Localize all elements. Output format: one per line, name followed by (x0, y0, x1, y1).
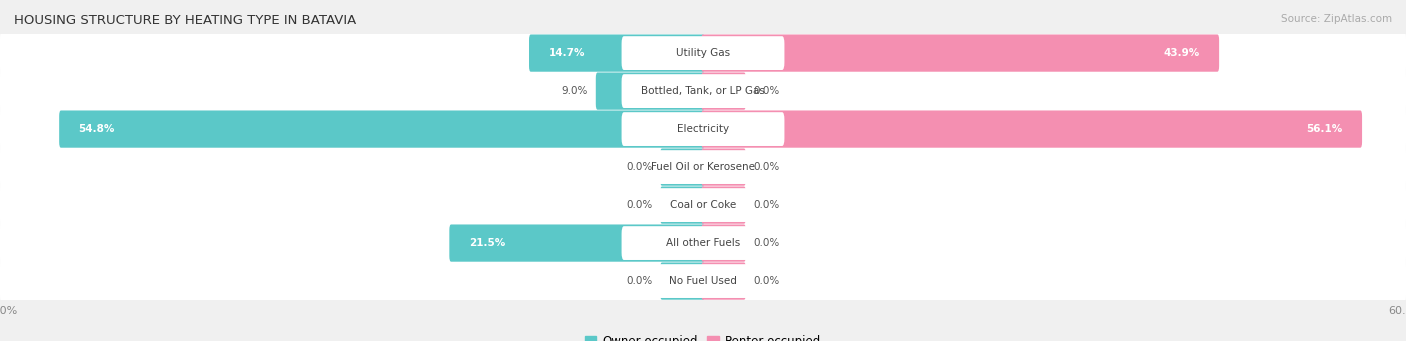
Text: 0.0%: 0.0% (754, 238, 780, 248)
FancyBboxPatch shape (702, 224, 745, 262)
Text: Coal or Coke: Coal or Coke (669, 200, 737, 210)
Text: HOUSING STRUCTURE BY HEATING TYPE IN BATAVIA: HOUSING STRUCTURE BY HEATING TYPE IN BAT… (14, 14, 356, 27)
Text: 56.1%: 56.1% (1306, 124, 1343, 134)
FancyBboxPatch shape (702, 263, 745, 300)
FancyBboxPatch shape (621, 264, 785, 298)
Text: Fuel Oil or Kerosene: Fuel Oil or Kerosene (651, 162, 755, 172)
Text: Electricity: Electricity (676, 124, 730, 134)
FancyBboxPatch shape (702, 73, 745, 110)
FancyBboxPatch shape (621, 36, 785, 70)
FancyBboxPatch shape (450, 224, 704, 262)
FancyBboxPatch shape (0, 104, 1406, 154)
FancyBboxPatch shape (661, 187, 704, 224)
Text: Source: ZipAtlas.com: Source: ZipAtlas.com (1281, 14, 1392, 24)
FancyBboxPatch shape (702, 148, 745, 186)
FancyBboxPatch shape (529, 34, 704, 72)
FancyBboxPatch shape (702, 110, 1362, 148)
FancyBboxPatch shape (0, 256, 1406, 306)
FancyBboxPatch shape (621, 188, 785, 222)
Text: 54.8%: 54.8% (79, 124, 115, 134)
FancyBboxPatch shape (661, 148, 704, 186)
Text: All other Fuels: All other Fuels (666, 238, 740, 248)
FancyBboxPatch shape (702, 34, 1219, 72)
FancyBboxPatch shape (0, 66, 1406, 116)
Text: 0.0%: 0.0% (754, 200, 780, 210)
Text: 0.0%: 0.0% (754, 162, 780, 172)
FancyBboxPatch shape (0, 28, 1406, 78)
FancyBboxPatch shape (59, 110, 704, 148)
Text: 14.7%: 14.7% (548, 48, 585, 58)
Text: 0.0%: 0.0% (626, 200, 652, 210)
FancyBboxPatch shape (621, 112, 785, 146)
Text: Utility Gas: Utility Gas (676, 48, 730, 58)
Text: 0.0%: 0.0% (626, 162, 652, 172)
Legend: Owner-occupied, Renter-occupied: Owner-occupied, Renter-occupied (579, 330, 827, 341)
Text: 9.0%: 9.0% (562, 86, 588, 96)
FancyBboxPatch shape (661, 263, 704, 300)
Text: 21.5%: 21.5% (468, 238, 505, 248)
FancyBboxPatch shape (0, 218, 1406, 268)
Text: 0.0%: 0.0% (754, 276, 780, 286)
Text: 0.0%: 0.0% (626, 276, 652, 286)
Text: 43.9%: 43.9% (1164, 48, 1199, 58)
Text: No Fuel Used: No Fuel Used (669, 276, 737, 286)
FancyBboxPatch shape (596, 73, 704, 110)
FancyBboxPatch shape (702, 187, 745, 224)
FancyBboxPatch shape (0, 180, 1406, 230)
FancyBboxPatch shape (621, 74, 785, 108)
FancyBboxPatch shape (621, 150, 785, 184)
FancyBboxPatch shape (621, 226, 785, 260)
FancyBboxPatch shape (0, 142, 1406, 192)
Text: Bottled, Tank, or LP Gas: Bottled, Tank, or LP Gas (641, 86, 765, 96)
Text: 0.0%: 0.0% (754, 86, 780, 96)
